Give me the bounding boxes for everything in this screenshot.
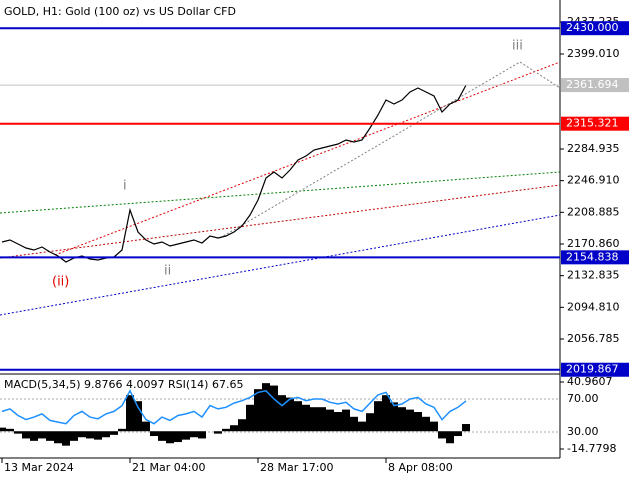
histogram-bar [302,404,310,432]
histogram-bar [30,431,38,441]
y2-tick-label: 70.00 [567,392,599,405]
histogram-bar [70,431,78,441]
histogram-bar [334,412,342,432]
histogram-bar [6,428,14,432]
chart-title: GOLD, H1: Gold (100 oz) vs US Dollar CFD [4,5,236,18]
y-tick-label: 2399.010 [567,47,620,60]
histogram-bar [78,431,86,438]
histogram-bar [270,385,278,432]
histogram-bar [446,431,454,444]
y-tick-label: 2170.860 [567,237,620,250]
histogram-bar [342,409,350,432]
rsi-line [1,389,467,425]
histogram-bar [326,409,334,432]
x-tick-label: 21 Mar 04:00 [132,461,205,474]
histogram-bar [14,431,22,434]
level-label: 2019.867 [566,363,619,376]
level-label: 2430.000 [566,21,619,34]
level-label: 2154.838 [566,250,619,263]
x-tick-label: 28 Mar 17:00 [260,461,333,474]
level-label-box [561,21,629,36]
y-tick-label: 2132.835 [567,269,620,282]
histogram-bar [294,401,302,432]
x-tick-label: 8 Apr 08:00 [388,461,453,474]
histogram-bar [414,412,422,432]
histogram-bar [398,407,406,432]
histogram-bar [134,401,142,432]
histogram-bar [54,431,62,444]
histogram-bar [374,401,382,432]
histogram-bar [278,395,286,432]
histogram-bar [438,431,446,439]
histogram-bar [94,431,102,440]
histogram-bar [238,419,246,432]
histogram-bar [0,427,6,432]
histogram-bar [406,409,414,432]
histogram-bar [166,431,174,444]
histogram-bar [198,431,206,439]
y2-tick-label: 30.00 [567,425,599,438]
histogram-bar [38,431,46,439]
level-label-box [561,116,629,131]
histogram-bar [454,431,462,437]
histogram-bar [126,395,134,432]
histogram-bar [246,404,254,432]
histogram-bar [214,431,222,434]
y-tick-label: 2094.810 [567,300,620,313]
histogram-bar [462,424,470,432]
level-label-box [561,250,629,265]
histogram-bar [286,397,294,432]
wave-label: ii [164,264,171,279]
y-tick-label: 40.9607 [567,375,613,388]
y-tick-label: 2208.885 [567,205,620,218]
histogram-bar [350,416,358,432]
histogram-bar [150,431,158,437]
y-tick-label: 2246.910 [567,174,620,187]
level-label-box [561,78,629,93]
histogram-bar [158,431,166,441]
wave-label: iii [512,39,523,54]
histogram-bar [142,421,150,432]
histogram-bar [190,431,198,438]
trend-lines [0,61,561,316]
histogram-bar [86,431,94,439]
level-label-box [561,362,629,377]
histogram-bar [230,425,238,432]
histogram-bar [358,421,366,432]
histogram-bar [110,431,118,435]
histogram-bar [118,428,126,432]
y-tick-label: -14.7798 [567,442,616,455]
histogram-bar [430,421,438,432]
trend-line [0,214,561,316]
histogram-bar [390,402,398,432]
histogram-bar [62,431,70,446]
wave-label: i [123,179,127,194]
histogram-bar [102,431,110,438]
histogram-bar [222,428,230,432]
histogram-bar [366,413,374,432]
histogram-bar [254,389,262,432]
histogram-bar [262,383,270,432]
histogram-bar [174,431,182,443]
level-label: 2361.694 [566,78,619,91]
histogram-bar [310,407,318,432]
wave-label: (ii) [52,275,69,290]
histogram-bar [22,431,30,439]
x-tick-label: 13 Mar 2024 [4,461,74,474]
histogram-bar [182,431,190,440]
histogram-bar [46,431,54,441]
trend-line [0,171,561,214]
histogram-bar [382,395,390,432]
level-label: 2315.321 [566,117,619,130]
y-tick-label: 2284.935 [567,142,620,155]
histogram-bar [422,416,430,432]
indicator-title: MACD(5,34,5) 9.8766 4.0097 RSI(14) 67.65 [4,378,243,391]
histogram-bar [318,407,326,432]
y-tick-label: 2056.785 [567,332,620,345]
